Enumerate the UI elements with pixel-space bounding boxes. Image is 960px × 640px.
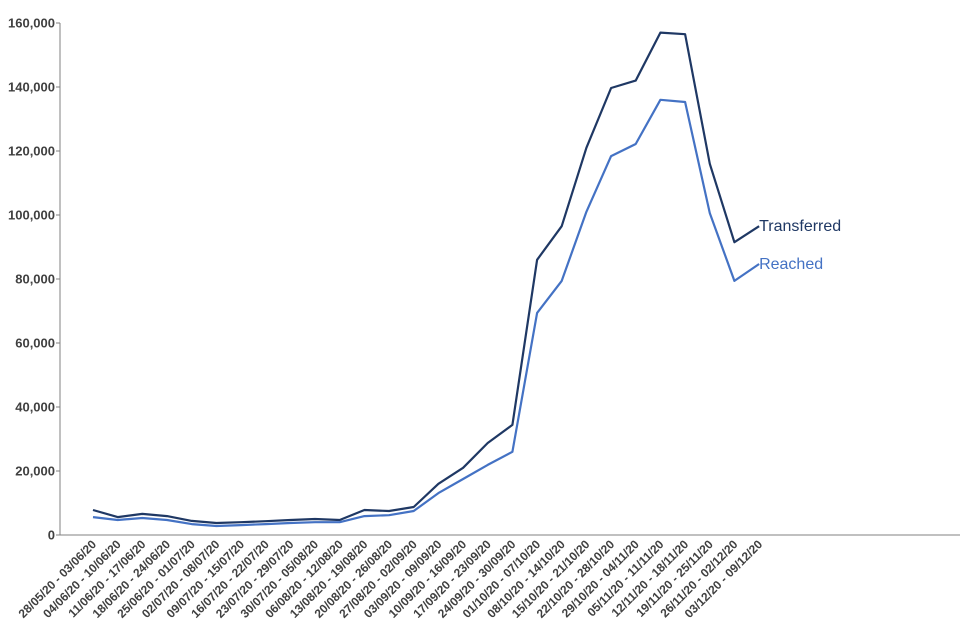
y-tick-label: 100,000 [8, 208, 55, 223]
series-line-transferred [92, 31, 760, 525]
series-label-reached: Reached [759, 256, 823, 273]
series-group: Transferred Reached [92, 31, 841, 528]
y-tick-label: 120,000 [8, 144, 55, 159]
y-tick-label: 160,000 [8, 16, 55, 31]
y-tick-label: 40,000 [15, 400, 55, 415]
y-tick-label: 0 [48, 528, 55, 543]
series-label-transferred: Transferred [759, 218, 841, 235]
y-axis: 0 20,000 40,000 60,000 80,000 100,000 120,000 1… [8, 16, 61, 543]
y-tick-label: 20,000 [15, 464, 55, 479]
y-tick-label: 60,000 [15, 336, 55, 351]
y-tick-label: 140,000 [8, 80, 55, 95]
series-line-reached [92, 98, 760, 528]
y-tick-label: 80,000 [15, 272, 55, 287]
